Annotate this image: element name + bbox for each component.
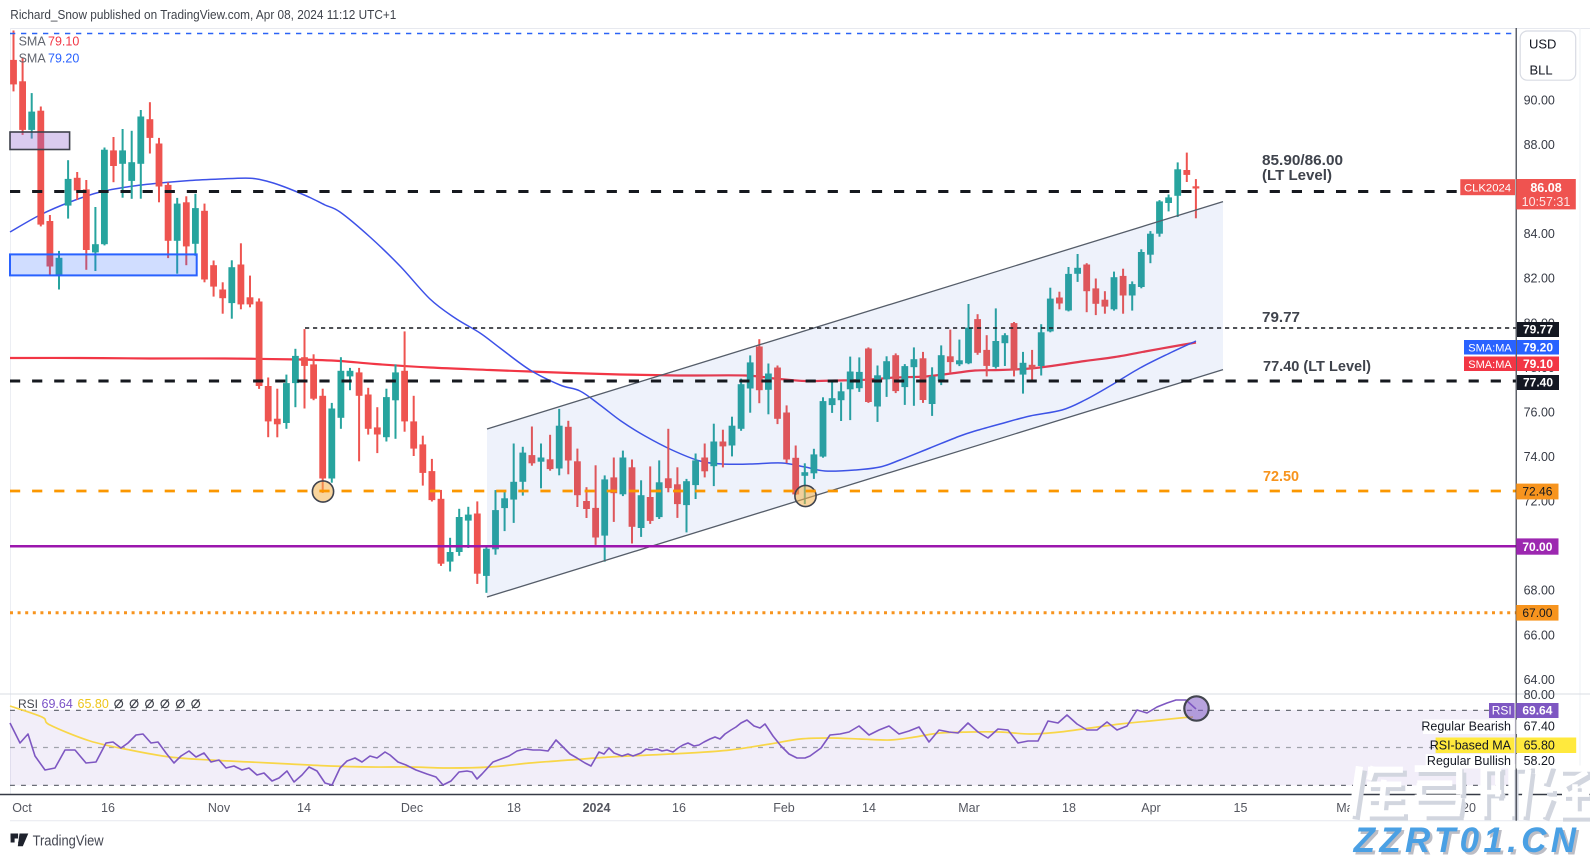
svg-text:88.00: 88.00 xyxy=(1524,138,1555,152)
svg-text:ZZRT01.CN: ZZRT01.CN xyxy=(1353,821,1581,857)
svg-text:CLK2024: CLK2024 xyxy=(1464,182,1511,194)
svg-text:79.77: 79.77 xyxy=(1262,309,1300,326)
svg-text:84.00: 84.00 xyxy=(1524,227,1555,241)
svg-text:67.00: 67.00 xyxy=(1522,606,1552,620)
svg-text:58.20: 58.20 xyxy=(1524,754,1555,768)
svg-text:14: 14 xyxy=(297,801,311,815)
svg-text:Nov: Nov xyxy=(208,801,231,815)
svg-text:82.00: 82.00 xyxy=(1524,272,1555,286)
svg-text:79.20: 79.20 xyxy=(48,52,79,66)
svg-text:77.40: 77.40 xyxy=(1523,376,1553,390)
svg-text:65.80: 65.80 xyxy=(78,697,109,711)
svg-text:SMA:MA: SMA:MA xyxy=(1468,359,1512,371)
svg-text:RSI: RSI xyxy=(1492,704,1512,718)
svg-text:14: 14 xyxy=(862,801,876,815)
svg-text:Feb: Feb xyxy=(773,801,795,815)
svg-text:16: 16 xyxy=(672,801,686,815)
svg-text:Dec: Dec xyxy=(401,801,423,815)
svg-text:79.20: 79.20 xyxy=(1523,340,1553,354)
svg-text:79.10: 79.10 xyxy=(48,35,79,49)
svg-text:76.00: 76.00 xyxy=(1524,405,1555,419)
svg-text:10:57:31: 10:57:31 xyxy=(1522,195,1571,209)
svg-text:90.00: 90.00 xyxy=(1524,93,1555,107)
svg-text:Apr: Apr xyxy=(1141,801,1160,815)
svg-text:18: 18 xyxy=(1062,801,1076,815)
svg-text:SMA: SMA xyxy=(19,35,47,49)
svg-text:USD: USD xyxy=(1529,36,1556,51)
svg-text:SMA:MA: SMA:MA xyxy=(1468,342,1512,354)
svg-text:Oct: Oct xyxy=(12,801,32,815)
svg-text:(LT Level): (LT Level) xyxy=(1262,167,1332,184)
svg-text:79.10: 79.10 xyxy=(1523,357,1553,371)
svg-text:86.08: 86.08 xyxy=(1530,181,1561,195)
svg-text:Regular Bearish: Regular Bearish xyxy=(1421,720,1511,734)
svg-text:RSI: RSI xyxy=(18,697,38,711)
svg-text:70.00: 70.00 xyxy=(1522,540,1552,554)
svg-text:77.40 (LT Level): 77.40 (LT Level) xyxy=(1263,358,1371,375)
svg-text:RSI-based MA: RSI-based MA xyxy=(1430,738,1512,752)
svg-text:69.64: 69.64 xyxy=(1522,704,1552,718)
svg-text:SMA: SMA xyxy=(19,52,47,66)
svg-text:79.77: 79.77 xyxy=(1523,323,1553,337)
svg-text:Mar: Mar xyxy=(958,801,980,815)
svg-text:BLL: BLL xyxy=(1530,62,1553,77)
svg-text:15: 15 xyxy=(1234,801,1248,815)
svg-text:18: 18 xyxy=(507,801,521,815)
svg-text:Regular Bullish: Regular Bullish xyxy=(1427,754,1511,768)
svg-text:69.64: 69.64 xyxy=(42,697,73,711)
svg-text:74.00: 74.00 xyxy=(1524,450,1555,464)
svg-text:68.00: 68.00 xyxy=(1524,584,1555,598)
svg-text:67.40: 67.40 xyxy=(1524,720,1555,734)
svg-text:72.46: 72.46 xyxy=(1522,485,1552,499)
svg-text:72.50: 72.50 xyxy=(1263,468,1299,485)
svg-text:16: 16 xyxy=(101,801,115,815)
svg-text:TradingView: TradingView xyxy=(33,833,104,850)
svg-text:64.00: 64.00 xyxy=(1524,673,1555,687)
svg-text:65.80: 65.80 xyxy=(1524,738,1555,752)
svg-text:80.00: 80.00 xyxy=(1524,688,1555,702)
svg-text:2024: 2024 xyxy=(583,801,611,815)
svg-text:Richard_Snow published on Trad: Richard_Snow published on TradingView.co… xyxy=(10,7,396,22)
svg-text:66.00: 66.00 xyxy=(1524,628,1555,642)
